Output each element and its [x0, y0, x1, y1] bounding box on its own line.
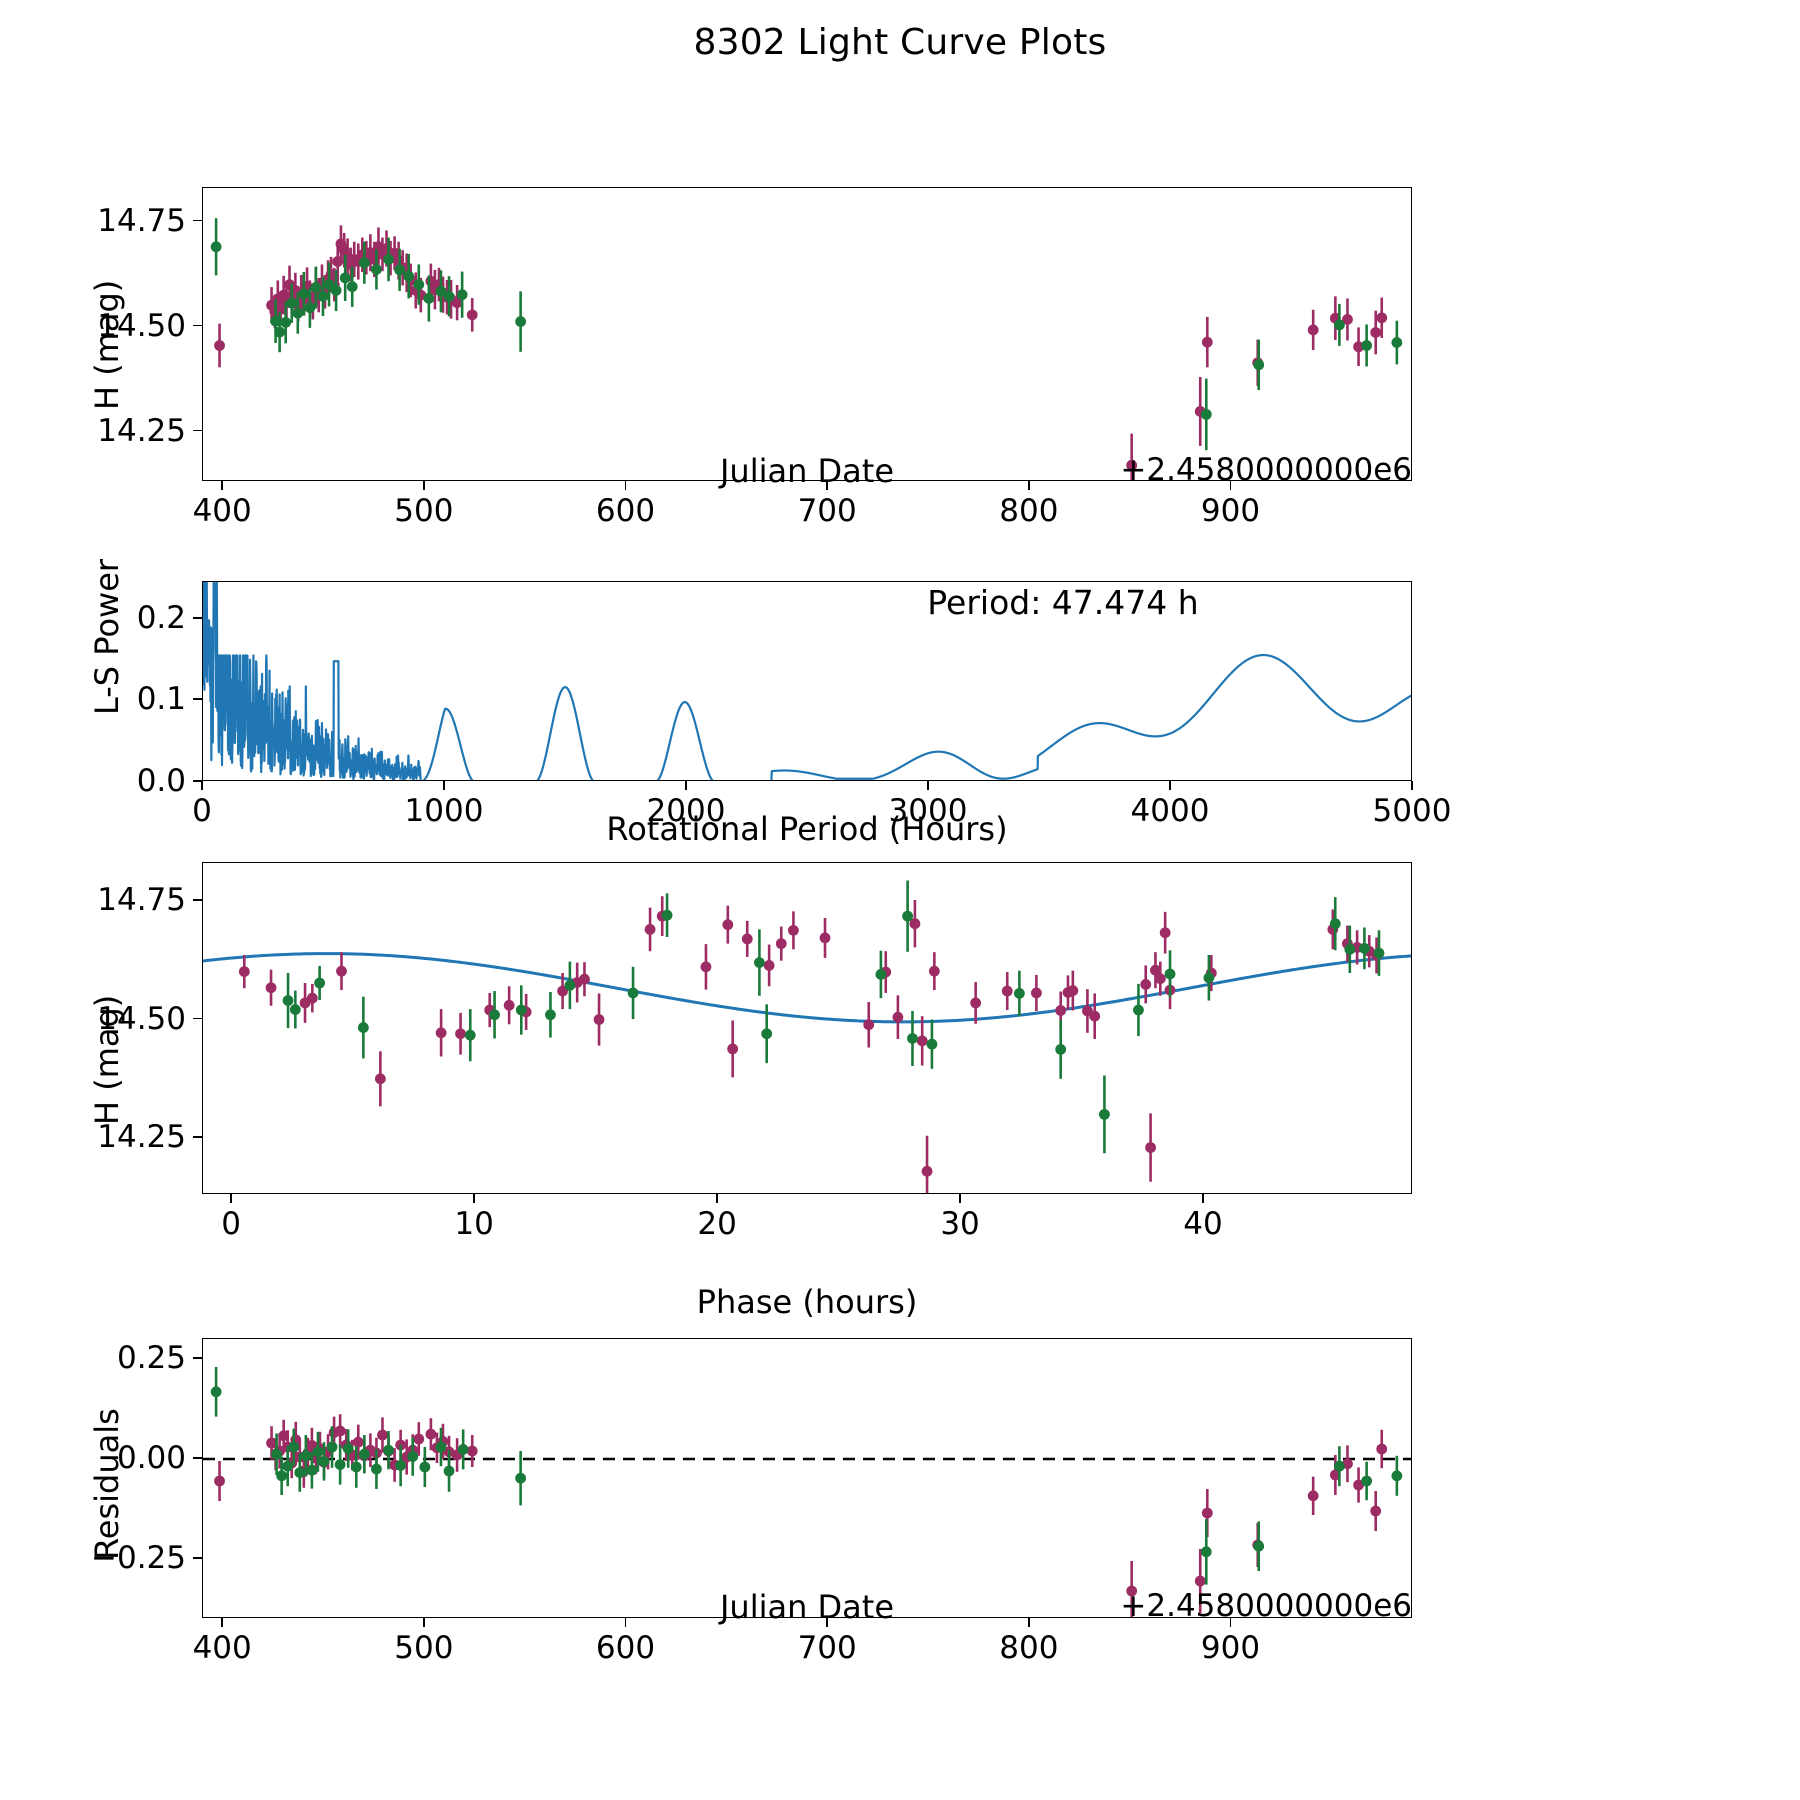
- light-curve-y-tick-label: 14.75: [97, 202, 186, 239]
- periodogram-x-tick-mark: [443, 781, 445, 790]
- periodogram-x-tick-label: 5000: [1372, 793, 1452, 829]
- periodogram-y-tick-label: 0.1: [136, 681, 186, 718]
- residuals-x-tick-mark: [1027, 1618, 1030, 1627]
- light-curve-y-tick-label: 14.25: [97, 412, 186, 449]
- periodogram-x-tick-mark: [1169, 781, 1171, 790]
- periodogram-y-tick-mark: [193, 698, 202, 701]
- phase-fold-x-tick-label: 20: [697, 1206, 737, 1242]
- periodogram-x-tick-label: 2000: [646, 793, 726, 829]
- residuals-y-tick-label: 0.25: [116, 1340, 186, 1376]
- periodogram-x-tick-label: 3000: [888, 793, 968, 829]
- residuals-y-tick-mark: [193, 1557, 202, 1559]
- light-curve-x-tick-label: 900: [1200, 493, 1261, 529]
- phase-fold-x-tick-label: 30: [940, 1206, 980, 1242]
- residuals-x-tick-label: 900: [1200, 1630, 1261, 1666]
- light-curve-y-tick-mark: [193, 219, 202, 222]
- light-curve-x-tick-label: 700: [797, 493, 857, 529]
- light-curve-xlabel: Julian Date: [719, 452, 895, 490]
- light-curve-points-band-b: [210, 218, 1403, 451]
- periodogram-x-tick-mark: [685, 781, 687, 790]
- phase-fold-xlabel: Phase (hours): [696, 1283, 918, 1321]
- light-curve-x-tick-mark: [422, 481, 425, 490]
- residuals-points-band-b: [210, 1367, 1403, 1585]
- residuals-x-tick-label: 800: [999, 1630, 1059, 1666]
- residuals-y-tick-mark: [193, 1357, 202, 1359]
- periodogram-ylabel: L-S Power: [88, 558, 126, 715]
- phase-fold-y-tick-label: 14.25: [97, 1119, 186, 1156]
- residuals-x-tick-label: 400: [192, 1630, 252, 1666]
- phase-fold-x-tick-mark: [1202, 1194, 1204, 1203]
- figure-title: 8302 Light Curve Plots: [693, 22, 1107, 63]
- light-curve-y-tick-label: 14.50: [97, 307, 186, 344]
- residuals-x-tick-mark: [624, 1618, 627, 1627]
- light-curve-ylabel: H (mag): [88, 279, 126, 410]
- light-curve-y-tick-mark: [193, 429, 202, 432]
- periodogram-period-annotation: Period: 47.474 h: [927, 583, 1199, 622]
- light-curve-x-tick-mark: [624, 481, 627, 490]
- phase-fold-y-tick-mark: [193, 1136, 202, 1138]
- residuals-ylabel: Residuals: [88, 1408, 126, 1560]
- light-curve-x-tick-mark: [1027, 481, 1030, 490]
- phase-fold-axes: [202, 862, 1412, 1194]
- light-curve-x-tick-mark: [1229, 481, 1232, 490]
- phase-fold-x-tick-label: 0: [221, 1206, 242, 1242]
- phase-fold-x-tick-label: 40: [1183, 1206, 1223, 1242]
- residuals-y-tick-label: 0.00: [116, 1440, 186, 1476]
- residuals-xlabel: Julian Date: [719, 1588, 895, 1626]
- periodogram-x-tick-label: 1000: [404, 793, 484, 829]
- periodogram-y-tick-label: 0.0: [136, 763, 186, 799]
- periodogram-x-tick-mark: [201, 781, 203, 790]
- light-curve-axes: [202, 187, 1412, 481]
- periodogram-x-tick-label: 4000: [1130, 793, 1210, 829]
- light-curve-x-tick-label: 600: [595, 493, 656, 529]
- phase-fold-points-band-b: [282, 880, 1385, 1154]
- periodogram-y-tick-mark: [193, 780, 202, 782]
- residuals-x-tick-mark: [422, 1618, 425, 1627]
- phase-fold-x-tick-mark: [473, 1194, 475, 1203]
- periodogram-y-tick-label: 0.2: [136, 599, 186, 636]
- light-curve-y-tick-mark: [193, 324, 202, 327]
- light-curve-x-tick-label: 500: [394, 493, 454, 529]
- residuals-x-tick-mark: [826, 1618, 828, 1627]
- phase-fold-y-tick-label: 14.75: [97, 881, 186, 918]
- residuals-x-tick-mark: [1229, 1618, 1232, 1627]
- light-curve-offset-text: +2.4580000000e6: [1120, 452, 1412, 488]
- phase-fold-x-tick-label: 10: [454, 1206, 494, 1242]
- periodogram-xlabel: Rotational Period (Hours): [606, 810, 1008, 848]
- phase-fold-y-tick-label: 14.50: [97, 1000, 186, 1037]
- residuals-x-tick-label: 700: [797, 1630, 857, 1666]
- residuals-offset-text: +2.4580000000e6: [1120, 1588, 1412, 1624]
- phase-fold-x-tick-mark: [959, 1194, 961, 1203]
- periodogram-y-tick-mark: [193, 616, 202, 619]
- phase-fold-y-tick-mark: [193, 898, 202, 901]
- residuals-axes: [202, 1338, 1412, 1618]
- residuals-x-tick-mark: [221, 1618, 223, 1627]
- periodogram-axes: [202, 581, 1412, 781]
- residuals-x-tick-label: 600: [595, 1630, 656, 1666]
- periodogram-x-tick-mark: [1411, 781, 1413, 790]
- light-curve-x-tick-label: 400: [192, 493, 252, 529]
- phase-fold-points-band-a: [238, 896, 1382, 1193]
- residuals-y-tick-label: −0.25: [91, 1540, 186, 1576]
- light-curve-x-tick-mark: [826, 481, 828, 490]
- phase-fold-x-tick-mark: [230, 1194, 232, 1203]
- periodogram-curve: [203, 582, 1411, 780]
- phase-fold-y-tick-mark: [193, 1017, 202, 1020]
- periodogram-x-tick-mark: [927, 781, 929, 790]
- phase-fold-x-tick-mark: [716, 1194, 718, 1203]
- phase-fold-model-curve: [203, 952, 1411, 1024]
- light-curve-x-tick-mark: [221, 481, 223, 490]
- residuals-x-tick-label: 500: [394, 1630, 454, 1666]
- residuals-y-tick-mark: [193, 1457, 202, 1459]
- light-curve-x-tick-label: 800: [999, 493, 1059, 529]
- periodogram-x-tick-label: 0: [192, 793, 212, 829]
